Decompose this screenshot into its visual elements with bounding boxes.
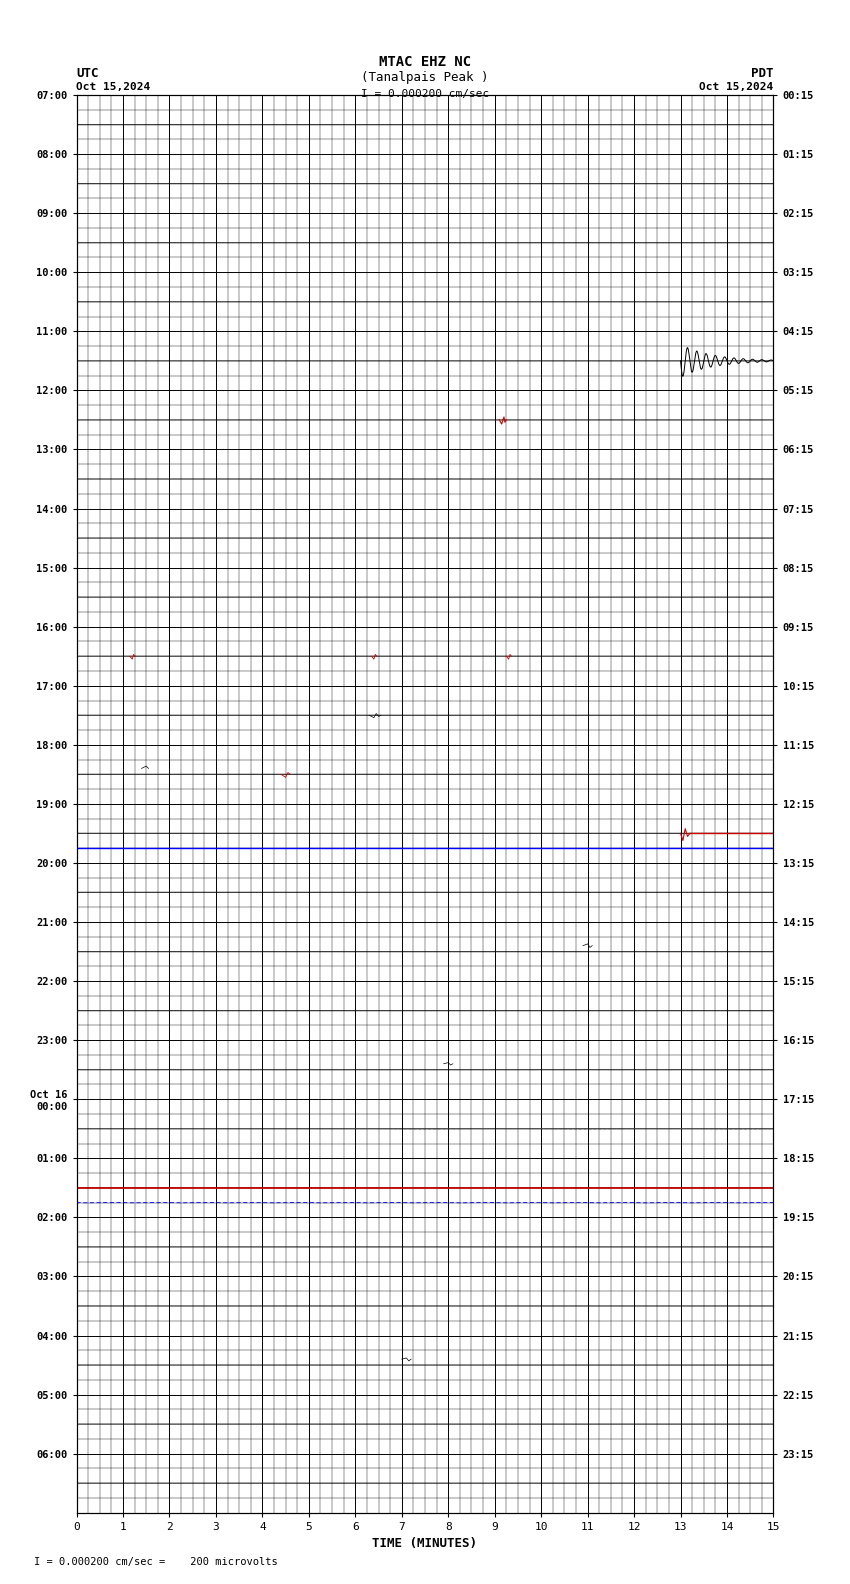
Text: PDT: PDT [751,67,774,79]
Text: Oct 15,2024: Oct 15,2024 [700,82,774,92]
Text: Oct 15,2024: Oct 15,2024 [76,82,150,92]
X-axis label: TIME (MINUTES): TIME (MINUTES) [372,1538,478,1551]
Text: MTAC EHZ NC: MTAC EHZ NC [379,55,471,70]
Text: (Tanalpais Peak ): (Tanalpais Peak ) [361,71,489,84]
Text: I = 0.000200 cm/sec =    200 microvolts: I = 0.000200 cm/sec = 200 microvolts [34,1557,278,1567]
Text: UTC: UTC [76,67,99,79]
Text: I = 0.000200 cm/sec: I = 0.000200 cm/sec [361,89,489,98]
